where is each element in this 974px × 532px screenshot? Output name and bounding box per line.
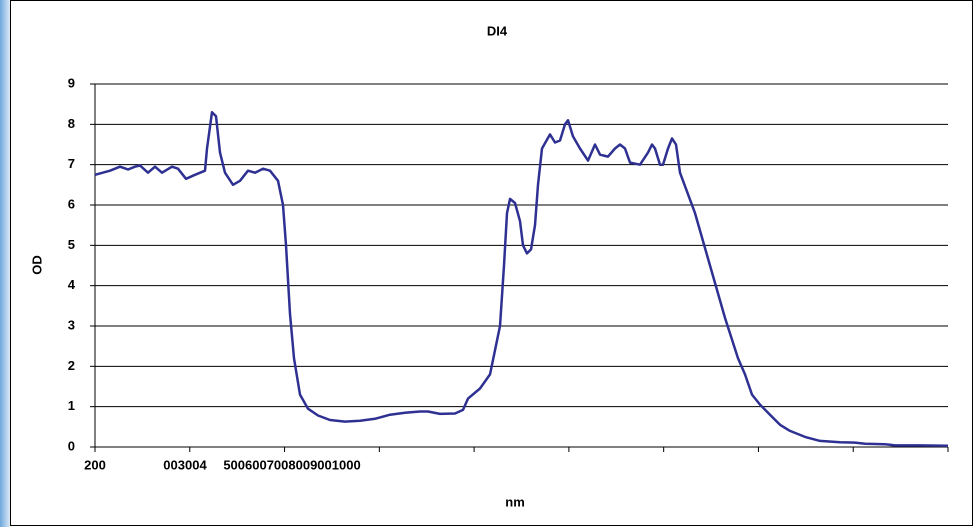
x-tick-label: 5006007008009001000 (223, 457, 360, 472)
y-tick-label: 5 (68, 237, 75, 252)
x-tick-label: 003004 (163, 457, 207, 472)
y-axis-label: OD (29, 255, 44, 275)
y-tick-label: 4 (68, 277, 76, 292)
window-edge (0, 0, 10, 527)
y-tick-label: 8 (68, 116, 75, 131)
y-tick-label: 7 (68, 156, 75, 171)
x-axis-label: nm (505, 494, 525, 509)
y-tick-label: 9 (68, 75, 75, 90)
y-tick-label: 3 (68, 317, 75, 332)
y-tick-label: 0 (68, 438, 75, 453)
data-line (94, 110, 949, 448)
chart-title: DI4 (487, 23, 508, 38)
y-tick-label: 6 (68, 196, 75, 211)
y-tick-label: 2 (68, 358, 75, 373)
x-tick-label: 200 (84, 457, 106, 472)
y-tick-label: 1 (68, 398, 75, 413)
